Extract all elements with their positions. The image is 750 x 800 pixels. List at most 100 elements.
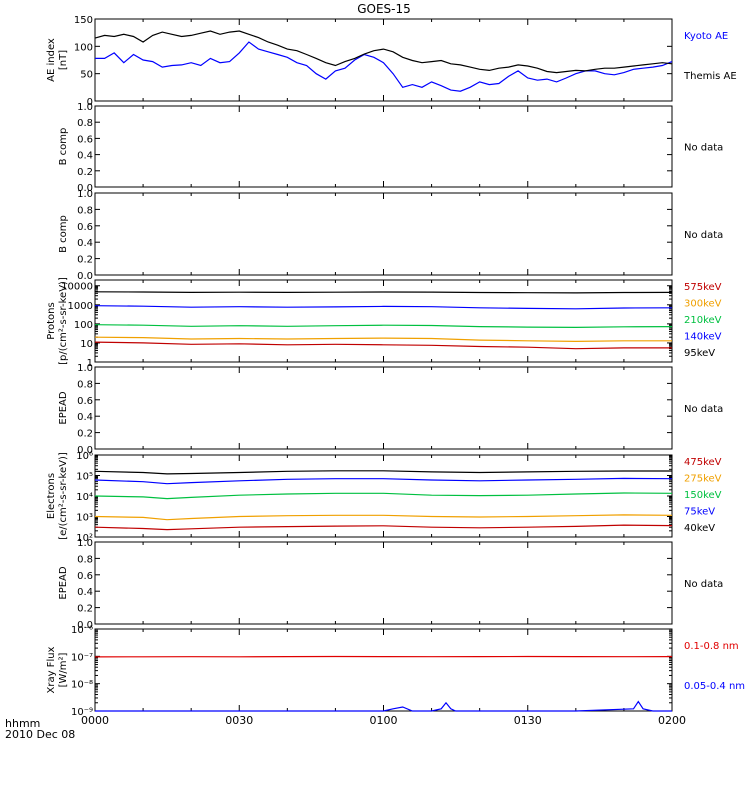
series-line [94, 492, 673, 500]
y-tick-label: 10⁶ [76, 451, 93, 462]
legend-entry: 575keV [684, 282, 722, 293]
y-tick-label: 0.4 [77, 238, 93, 249]
no-data-note: No data [684, 404, 723, 415]
y-tick-label: 10⁻⁹ [71, 707, 93, 718]
series-line [94, 291, 673, 294]
y-tick-label: 10² [76, 533, 93, 544]
series-group-protons [94, 291, 673, 350]
y-tick-label: 0.6 [77, 571, 93, 582]
series-line [94, 524, 673, 531]
y-tick-label: 0 [87, 97, 93, 108]
legend-entry: Themis AE [683, 71, 737, 82]
y-tick-label: 0.2 [77, 604, 93, 615]
y-axis-title: Xray Flux [46, 646, 57, 693]
x-tick-label: 0100 [370, 714, 398, 727]
series-line [95, 700, 672, 712]
series-line [94, 341, 672, 350]
legend-entry: 475keV [684, 457, 722, 468]
y-tick-label: 100 [74, 320, 93, 331]
y-tick-label: 10⁻⁸ [71, 680, 93, 691]
y-tick-label: 0.8 [77, 118, 93, 129]
y-tick-label: 0.8 [77, 554, 93, 565]
y-axis-title: EPEAD [58, 566, 69, 600]
y-axis-title: B comp [58, 128, 69, 166]
y-axis-title: [nT] [58, 50, 69, 70]
y-axis-title: [p/(cm²-s-sr-keV)] [58, 277, 69, 365]
time-format-label: hhmm [5, 717, 40, 730]
legend-entry: 95keV [684, 348, 715, 359]
y-tick-label: 0.4 [77, 151, 93, 162]
x-tick-label: 0130 [514, 714, 542, 727]
series-group-xray [94, 655, 673, 712]
y-tick-label: 1000 [68, 301, 93, 312]
y-tick-label: 1.0 [77, 189, 93, 200]
series-line [94, 324, 673, 329]
y-tick-label: 0.6 [77, 134, 93, 145]
series-group-ae [94, 30, 673, 92]
panel-protons: 1 10 100 1000 10000 Protons [p/(cm²-s-sr-keV)]… [46, 277, 722, 369]
legend-entry: 0.1-0.8 nm [684, 641, 739, 652]
legend-entry: 210keV [684, 315, 722, 326]
series-line [94, 470, 672, 475]
y-tick-label: 0.8 [77, 205, 93, 216]
y-axis-title: [W/m²] [58, 652, 69, 687]
y-tick-label: 1.0 [77, 102, 93, 113]
no-data-note: No data [684, 143, 723, 154]
panel-ae: 0 50 100 150 AE index [nT] Kyoto AE Themis AE [46, 15, 737, 108]
y-tick-label: 1.0 [77, 538, 93, 549]
series-line [94, 477, 673, 485]
date-label: 2010 Dec 08 [5, 728, 75, 741]
panel-stack: 0 50 100 150 AE index [nT] Kyoto AE Themis AE 0.… [46, 15, 745, 727]
series-line [94, 514, 673, 521]
panel-b1: 0.0 0.2 0.4 0.6 0.8 1.0 B comp No data [58, 102, 723, 194]
series-line [94, 30, 673, 74]
y-tick-label: 0.6 [77, 222, 93, 233]
panel-electrons: 10² 10³ 10⁴ 10⁵ 10⁶ Electrons [e/(cm²-s-sr-keV… [46, 451, 722, 544]
y-tick-label: 0.6 [77, 396, 93, 407]
y-tick-label: 10⁻⁷ [71, 652, 93, 663]
y-axis-title: Electrons [46, 473, 57, 519]
x-tick-label: 0200 [658, 714, 686, 727]
y-axis-title: B comp [58, 215, 69, 253]
legend-entry: 75keV [684, 507, 715, 518]
series-line [95, 41, 673, 92]
legend-entry: 0.05-0.4 nm [684, 681, 745, 692]
y-tick-label: 10⁵ [76, 472, 93, 483]
y-tick-label: 0.0 [77, 271, 93, 282]
y-tick-label: 10⁴ [76, 492, 93, 503]
y-tick-label: 10⁻⁶ [71, 625, 93, 636]
y-tick-label: 1 [87, 358, 93, 369]
y-tick-label: 50 [80, 70, 93, 81]
y-tick-label: 0.2 [77, 429, 93, 440]
y-tick-label: 1.0 [77, 363, 93, 374]
y-tick-label: 0.8 [77, 379, 93, 390]
y-axis-title: Protons [46, 302, 57, 339]
y-tick-label: 0.4 [77, 412, 93, 423]
y-tick-label: 0.2 [77, 255, 93, 266]
panel-epead1: 0.0 0.2 0.4 0.6 0.8 1.0 EPEAD No data [58, 363, 723, 456]
series-group-electrons [94, 470, 673, 531]
y-tick-label: 100 [74, 42, 93, 53]
y-tick-label: 10000 [61, 282, 93, 293]
y-tick-label: 150 [74, 15, 93, 26]
y-tick-label: 0.4 [77, 587, 93, 598]
legend-entry: 40keV [684, 523, 715, 534]
legend-entry: 140keV [684, 332, 722, 343]
y-tick-label: 0.0 [77, 445, 93, 456]
figure-title: GOES-15 [357, 2, 411, 16]
x-tick-label: 0000 [81, 714, 109, 727]
y-tick-label: 10³ [76, 513, 93, 524]
no-data-note: No data [684, 230, 723, 241]
series-line [94, 336, 672, 343]
y-tick-label: 10 [80, 339, 93, 350]
y-axis-title: AE index [46, 38, 57, 82]
y-tick-label: 0.0 [77, 183, 93, 194]
panel-b2: 0.0 0.2 0.4 0.6 0.8 1.0 B comp No data [58, 189, 723, 282]
y-tick-label: 0.0 [77, 620, 93, 631]
y-tick-label: 0.2 [77, 167, 93, 178]
series-line [94, 305, 673, 310]
legend-entry: 150keV [684, 490, 722, 501]
legend-entry: 300keV [684, 299, 722, 310]
y-axis-title: EPEAD [58, 391, 69, 425]
